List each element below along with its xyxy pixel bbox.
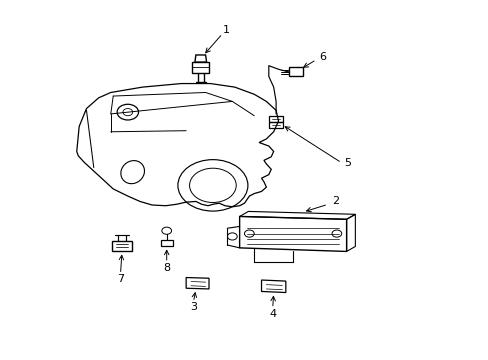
Text: 8: 8 bbox=[163, 262, 170, 273]
Text: 5: 5 bbox=[344, 158, 350, 168]
Text: 4: 4 bbox=[268, 309, 276, 319]
Text: 7: 7 bbox=[117, 274, 124, 284]
Text: 2: 2 bbox=[331, 197, 338, 206]
Text: 3: 3 bbox=[189, 302, 197, 312]
Text: 1: 1 bbox=[222, 25, 229, 35]
Text: 6: 6 bbox=[318, 52, 325, 62]
